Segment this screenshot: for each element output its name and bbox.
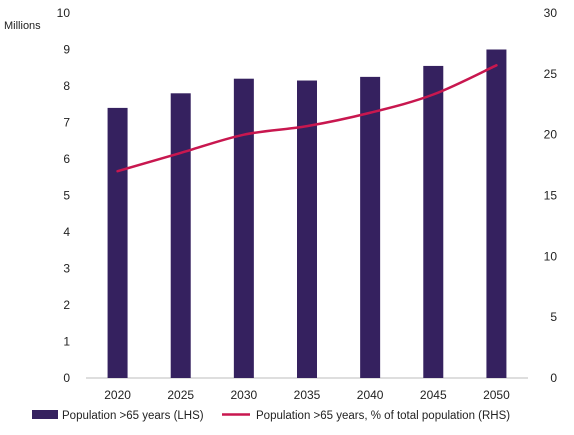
left-tick-label: 1 xyxy=(63,335,70,349)
x-tick-label: 2030 xyxy=(231,388,258,402)
bar xyxy=(107,107,128,379)
bar xyxy=(423,65,444,379)
left-tick-label: 9 xyxy=(63,43,70,57)
left-tick-label: 2 xyxy=(63,298,70,312)
bar xyxy=(233,78,254,378)
bar xyxy=(297,80,317,379)
x-tick-label: 2020 xyxy=(104,388,131,402)
left-tick-label: 3 xyxy=(63,262,70,276)
bar xyxy=(486,49,507,378)
x-tick-label: 2050 xyxy=(483,388,510,402)
x-tick-label: 2035 xyxy=(294,388,321,402)
legend-label-line: Population >65 years, % of total populat… xyxy=(256,410,510,422)
legend: Population >65 years (LHS) Population >6… xyxy=(32,410,510,422)
right-tick-label: 20 xyxy=(544,128,558,142)
bar xyxy=(170,93,191,379)
bar-series xyxy=(107,49,507,379)
right-tick-label: 10 xyxy=(544,249,558,263)
legend-swatch-bars xyxy=(32,410,58,419)
right-tick-label: 30 xyxy=(544,6,558,20)
left-tick-label: 7 xyxy=(63,116,70,130)
right-axis-ticks: 0 5 10 15 20 25 30 xyxy=(544,6,558,385)
x-tick-label: 2025 xyxy=(167,388,194,402)
right-tick-label: 5 xyxy=(550,310,557,324)
left-tick-label: 4 xyxy=(63,225,70,239)
left-tick-label: 5 xyxy=(63,189,70,203)
right-tick-label: 25 xyxy=(544,67,558,81)
left-tick-label: 8 xyxy=(63,79,70,93)
left-axis-title: Millions xyxy=(4,20,41,32)
left-tick-label: 0 xyxy=(63,371,70,385)
right-tick-label: 15 xyxy=(544,189,558,203)
left-tick-label: 6 xyxy=(63,152,70,166)
x-tick-label: 2040 xyxy=(357,388,384,402)
left-tick-label: 10 xyxy=(57,6,71,20)
line-series xyxy=(116,64,498,173)
legend-label-bars: Population >65 years (LHS) xyxy=(62,410,204,422)
x-tick-label: 2045 xyxy=(420,388,447,402)
bar xyxy=(360,76,381,378)
line-path xyxy=(116,64,498,173)
left-axis-ticks: 0 1 2 3 4 5 6 7 8 9 10 xyxy=(57,6,71,385)
right-tick-label: 0 xyxy=(550,371,557,385)
x-axis-ticks: 2020 2025 2030 2035 2040 2045 2050 xyxy=(104,388,510,402)
